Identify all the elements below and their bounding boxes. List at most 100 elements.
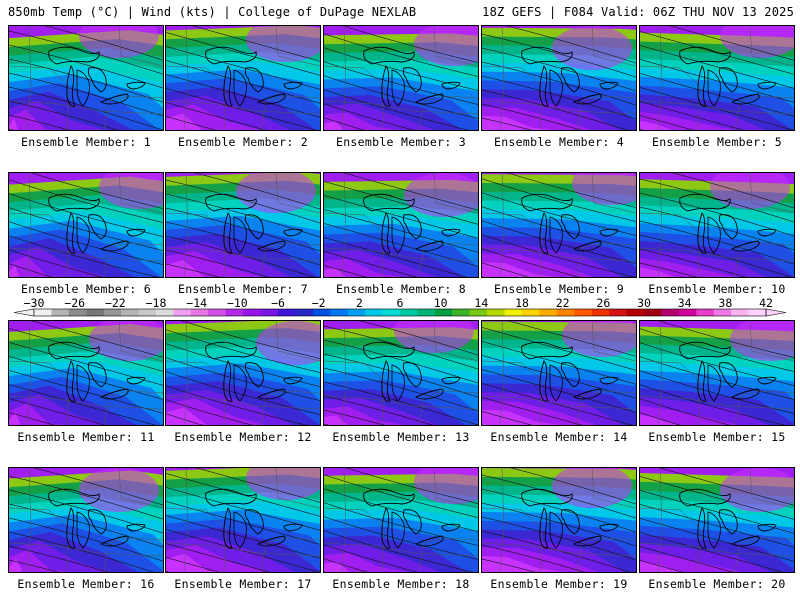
wind-streamline [482, 117, 532, 130]
state-border [103, 390, 163, 425]
state-border [275, 321, 320, 362]
ensemble-member-map [323, 320, 479, 426]
cold-pool [246, 468, 320, 500]
great-lake-outline [381, 212, 391, 254]
wind-streamline [195, 468, 320, 503]
ensemble-member-label: Ensemble Member: 11 [17, 430, 155, 444]
wind-streamline [671, 173, 794, 209]
cold-pool [79, 26, 159, 58]
member-map-graphic [166, 321, 320, 425]
great-lake-outline [87, 214, 107, 240]
colorbar-tick-label: −10 [226, 296, 248, 310]
state-border [640, 542, 794, 557]
state-border [482, 542, 636, 557]
great-lake-outline [223, 212, 233, 254]
member-map-graphic [9, 26, 163, 130]
great-lake-outline [381, 65, 391, 107]
cold-pool [720, 468, 794, 512]
wind-streamline [324, 339, 478, 384]
state-border [433, 26, 478, 67]
wind-streamline [9, 44, 163, 89]
colorbar-swatch [190, 309, 209, 316]
member-map-graphic [640, 468, 794, 572]
great-lake-outline [441, 376, 461, 385]
state-border [482, 360, 543, 425]
colorbar-swatch [225, 309, 244, 316]
colorbar-swatch [312, 309, 331, 316]
colorbar-tick-label: −26 [64, 296, 86, 310]
great-lake-outline [539, 360, 549, 402]
ensemble-member-map [639, 25, 795, 131]
great-lake-outline [66, 360, 76, 402]
wind-streamline [658, 321, 794, 358]
state-border [103, 242, 163, 277]
state-border [591, 26, 636, 67]
state-border [118, 468, 163, 509]
great-lake-outline [381, 360, 391, 402]
michigan-outline [391, 69, 405, 107]
ensemble-member-label: Ensemble Member: 6 [20, 282, 152, 296]
state-border [324, 360, 385, 425]
member-map-graphic [324, 173, 478, 277]
wind-streamline [44, 26, 163, 61]
temperature-band [9, 549, 72, 572]
great-lake-outline [126, 376, 146, 385]
wind-streamline [482, 248, 580, 277]
wind-streamline [166, 399, 253, 425]
ensemble-member-label: Ensemble Member: 7 [177, 282, 309, 296]
member-map-graphic [482, 173, 636, 277]
great-lake-outline [697, 65, 707, 107]
great-lake-outline [99, 388, 129, 400]
state-border [26, 173, 32, 277]
cold-pool [414, 468, 478, 504]
great-lake-outline [730, 240, 760, 252]
colorbar-tick-label: −2 [311, 296, 326, 310]
great-lake-outline [363, 46, 415, 65]
wind-streamline [482, 262, 530, 277]
great-lake-outline [697, 212, 707, 254]
great-lake-outline [441, 81, 461, 90]
ensemble-member-label: Ensemble Member: 1 [20, 135, 152, 149]
wind-streamline [669, 26, 794, 61]
state-border [324, 100, 478, 115]
state-border [341, 26, 347, 130]
wind-streamline [482, 234, 636, 277]
state-border [183, 321, 189, 425]
wind-streamline [640, 476, 794, 520]
michigan-outline [391, 216, 405, 254]
state-border [640, 212, 701, 277]
wind-streamline [482, 502, 636, 547]
member-map-graphic [9, 321, 163, 425]
member-map-graphic [324, 321, 478, 425]
great-lake-outline [521, 46, 573, 65]
state-border [103, 537, 163, 572]
state-border [26, 26, 32, 130]
wind-streamline [9, 412, 56, 425]
ensemble-member-map [165, 320, 321, 426]
cold-pool [720, 26, 794, 58]
wind-streamline [166, 473, 320, 517]
great-lake-outline [244, 509, 264, 535]
ensemble-member-map [8, 172, 164, 278]
wind-streamline [9, 356, 163, 400]
wind-streamline [32, 468, 163, 506]
wind-streamline [640, 115, 694, 130]
great-lake-outline [256, 388, 286, 400]
wind-streamline [324, 367, 478, 412]
great-lake-outline [718, 67, 738, 93]
state-border [433, 321, 478, 362]
member-map-graphic [482, 321, 636, 425]
member-map-graphic [166, 468, 320, 572]
great-lake-outline [679, 488, 731, 507]
state-border [166, 507, 227, 572]
colorbar-swatch [626, 309, 645, 316]
state-border [341, 321, 347, 425]
great-lake-outline [244, 67, 264, 93]
wind-streamline [640, 45, 794, 89]
great-lake-outline [66, 212, 76, 254]
wind-streamline [482, 474, 636, 519]
state-border [9, 542, 163, 557]
wind-streamline [640, 192, 794, 237]
state-border [118, 26, 163, 67]
ensemble-member-map [165, 467, 321, 573]
